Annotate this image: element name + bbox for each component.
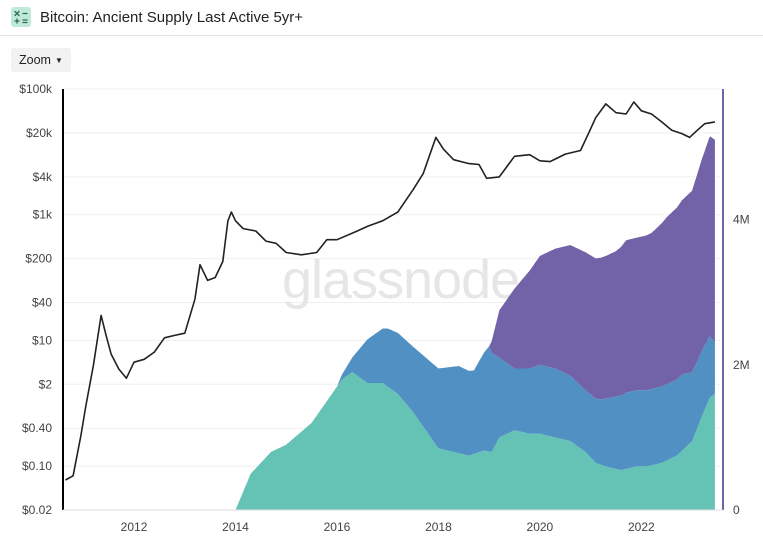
y-left-tick-label: $0.10	[22, 459, 52, 473]
x-tick-label: 2016	[324, 520, 351, 534]
y-left-tick-label: $40	[32, 296, 52, 310]
watermark: glassnode	[282, 250, 519, 310]
y-left-tick-label: $10	[32, 333, 52, 347]
chart-header: Bitcoin: Ancient Supply Last Active 5yr+	[0, 0, 763, 36]
y-left-tick-label: $0.40	[22, 421, 52, 435]
price-line-group	[65, 101, 716, 481]
x-tick-label: 2022	[628, 520, 655, 534]
caret-down-icon: ▼	[54, 56, 63, 65]
x-tick-label: 2012	[121, 520, 148, 534]
price-line	[65, 101, 716, 481]
area-band-7-10y	[235, 328, 715, 510]
zoom-dropdown-button[interactable]: Zoom ▼	[11, 48, 71, 72]
y-right-tick-label: 4M	[733, 213, 750, 227]
y-left-tick-label: $4k	[33, 170, 53, 184]
y-left-tick-label: $200	[25, 252, 52, 266]
y-left-tick-label: $20k	[26, 126, 53, 140]
area-band-10y+	[235, 136, 715, 510]
axes: $100k $20k $4k $1k $200 $40 $10 $2 $0.40 $0.10 $0.…	[19, 82, 749, 534]
y-left-tick-label: $2	[39, 377, 53, 391]
zoom-label: Zoom	[19, 53, 51, 67]
y-left-tick-label: $0.02	[22, 503, 52, 517]
stacked-areas	[235, 136, 715, 510]
page-title: Bitcoin: Ancient Supply Last Active 5yr+	[40, 9, 304, 26]
y-left-tick-label: $100k	[19, 82, 53, 96]
y-right-tick-label: 2M	[733, 358, 750, 372]
x-tick-label: 2018	[425, 520, 452, 534]
x-tick-label: 2014	[222, 520, 249, 534]
x-tick-label: 2020	[527, 520, 554, 534]
y-right-tick-label: 0	[733, 503, 740, 517]
y-left-tick-label: $1k	[33, 208, 53, 222]
area-band-5-7y	[235, 372, 715, 510]
calculator-icon	[11, 7, 31, 27]
